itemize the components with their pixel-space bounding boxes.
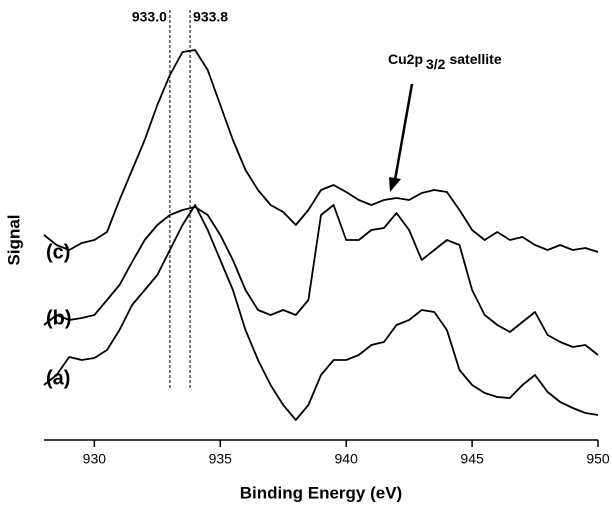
reference-label: 933.8 (193, 9, 228, 25)
y-axis-label: Signal (4, 214, 23, 265)
annotation-text2: satellite (449, 51, 501, 67)
reference-label: 933.0 (132, 9, 167, 25)
series-line (43, 204, 599, 421)
x-tick-label: 940 (335, 451, 359, 467)
x-axis-label: Binding Energy (eV) (240, 483, 402, 502)
annotation-sub: 3/2 (426, 56, 446, 72)
series-label: (a) (46, 367, 70, 389)
x-tick-label: 945 (460, 451, 484, 467)
series-label: (b) (46, 307, 72, 329)
x-tick-label: 935 (209, 451, 233, 467)
annotation: Cu2p 3/2 satellite (388, 51, 502, 72)
annotation-arrow (393, 83, 414, 181)
annotation-text: Cu2p (388, 51, 423, 67)
series-line (43, 204, 599, 356)
series-line (43, 49, 599, 253)
x-tick-label: 930 (83, 451, 107, 467)
arrow-head (389, 177, 401, 192)
series-label: (c) (46, 241, 70, 263)
x-tick-label: 950 (586, 451, 610, 467)
